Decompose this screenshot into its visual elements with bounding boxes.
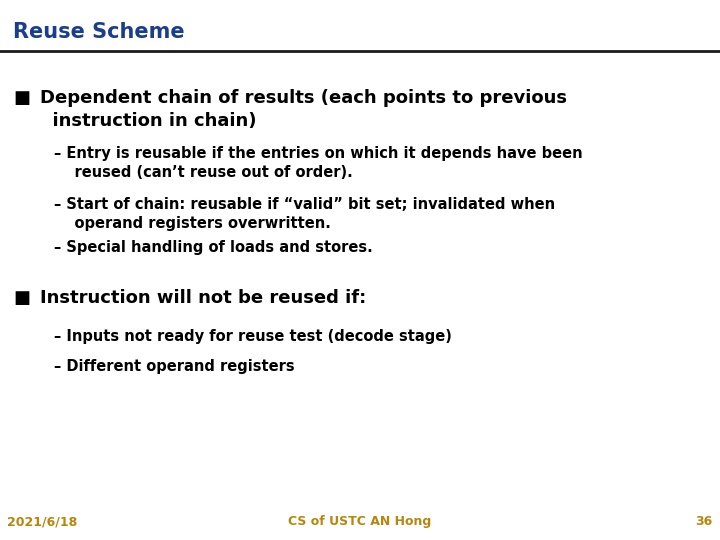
Text: Instruction will not be reused if:: Instruction will not be reused if: xyxy=(40,289,366,307)
Text: 36: 36 xyxy=(696,515,713,528)
Text: Reuse Scheme: Reuse Scheme xyxy=(13,22,184,42)
Text: ■: ■ xyxy=(13,289,30,307)
Text: – Start of chain: reusable if “valid” bit set; invalidated when
    operand regi: – Start of chain: reusable if “valid” bi… xyxy=(54,197,555,231)
Text: ■: ■ xyxy=(13,89,30,107)
Text: – Inputs not ready for reuse test (decode stage): – Inputs not ready for reuse test (decod… xyxy=(54,329,452,345)
Text: Dependent chain of results (each points to previous
  instruction in chain): Dependent chain of results (each points … xyxy=(40,89,567,130)
Text: – Special handling of loads and stores.: – Special handling of loads and stores. xyxy=(54,240,373,255)
Text: CS of USTC AN Hong: CS of USTC AN Hong xyxy=(289,515,431,528)
Text: – Different operand registers: – Different operand registers xyxy=(54,359,294,374)
Text: 2021/6/18: 2021/6/18 xyxy=(7,515,78,528)
Text: – Entry is reusable if the entries on which it depends have been
    reused (can: – Entry is reusable if the entries on wh… xyxy=(54,146,582,180)
